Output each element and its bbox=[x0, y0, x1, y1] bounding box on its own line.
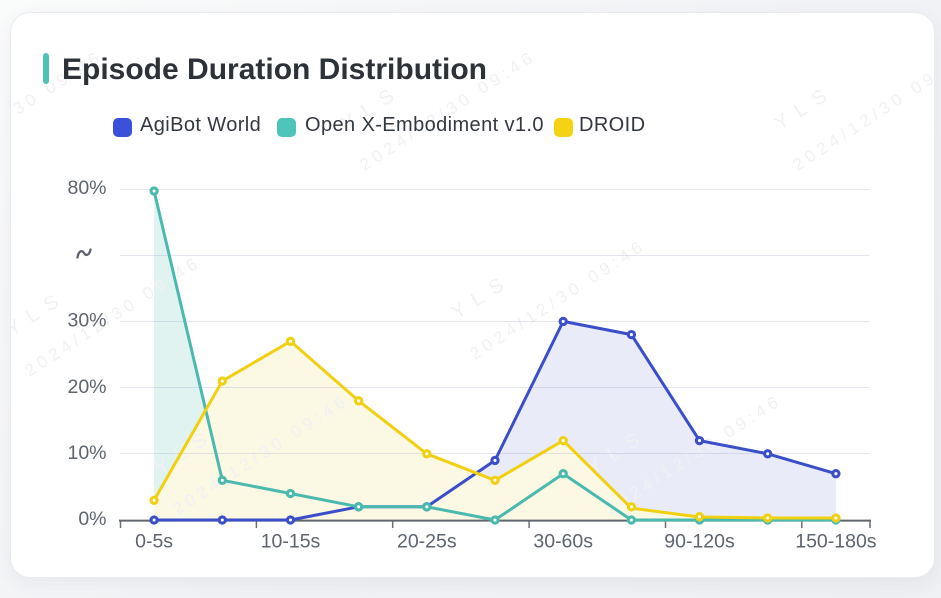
svg-text:YLS: YLS bbox=[448, 269, 517, 324]
svg-text:80%: 80% bbox=[67, 177, 106, 199]
svg-text:20-25s: 20-25s bbox=[397, 531, 457, 553]
svg-text:20%: 20% bbox=[67, 376, 106, 398]
svg-text:90-120s: 90-120s bbox=[664, 531, 735, 553]
svg-text:150-180s: 150-180s bbox=[795, 531, 877, 553]
svg-text:10-15s: 10-15s bbox=[261, 531, 321, 553]
svg-text:YLS: YLS bbox=[771, 80, 840, 135]
svg-text:30%: 30% bbox=[67, 310, 106, 332]
svg-text:0%: 0% bbox=[78, 508, 106, 530]
svg-text:10%: 10% bbox=[67, 442, 106, 464]
svg-text:30-60s: 30-60s bbox=[533, 531, 593, 553]
svg-text:YLS: YLS bbox=[3, 285, 72, 340]
svg-text:0-5s: 0-5s bbox=[135, 531, 173, 553]
